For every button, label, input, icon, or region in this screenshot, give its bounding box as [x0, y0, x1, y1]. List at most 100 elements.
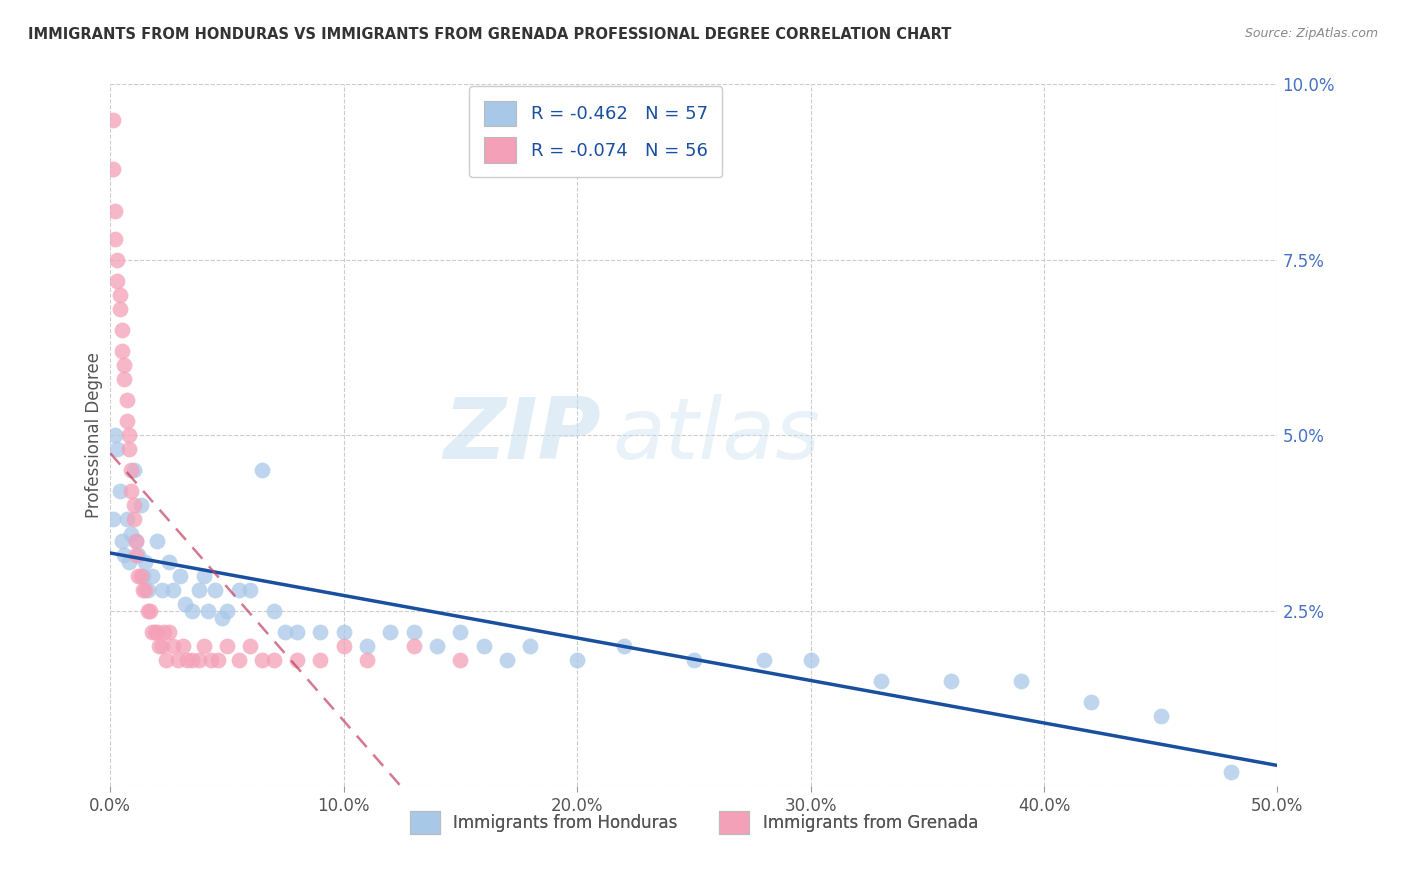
- Point: [285, 653, 308, 667]
- Point: [162, 582, 184, 597]
- Point: [519, 639, 541, 653]
- Point: [143, 624, 166, 639]
- Point: [111, 323, 134, 337]
- Y-axis label: Professional Degree: Professional Degree: [86, 352, 103, 518]
- Point: [115, 393, 138, 408]
- Point: [274, 624, 297, 639]
- Point: [127, 548, 149, 562]
- Point: [157, 555, 180, 569]
- Point: [127, 568, 149, 582]
- Point: [356, 653, 378, 667]
- Point: [449, 624, 471, 639]
- Point: [108, 288, 131, 302]
- Point: [101, 161, 124, 176]
- Point: [169, 568, 191, 582]
- Point: [181, 604, 204, 618]
- Point: [108, 301, 131, 316]
- Point: [250, 463, 273, 477]
- Point: [118, 555, 141, 569]
- Point: [228, 653, 250, 667]
- Point: [111, 533, 134, 548]
- Point: [332, 639, 354, 653]
- Text: atlas: atlas: [612, 393, 820, 477]
- Point: [122, 463, 145, 477]
- Point: [285, 624, 308, 639]
- Point: [188, 653, 211, 667]
- Point: [181, 653, 204, 667]
- Point: [167, 653, 190, 667]
- Point: [105, 252, 128, 267]
- Point: [193, 568, 215, 582]
- Point: [125, 548, 148, 562]
- Point: [129, 568, 152, 582]
- Point: [104, 428, 127, 442]
- Point: [204, 582, 226, 597]
- Point: [215, 639, 238, 653]
- Legend: Immigrants from Honduras, Immigrants from Grenada: Immigrants from Honduras, Immigrants fro…: [404, 804, 984, 841]
- Point: [139, 604, 162, 618]
- Point: [132, 568, 155, 582]
- Point: [105, 442, 128, 457]
- Point: [108, 484, 131, 499]
- Point: [207, 653, 229, 667]
- Point: [132, 582, 155, 597]
- Point: [176, 653, 198, 667]
- Point: [101, 512, 124, 526]
- Point: [449, 653, 471, 667]
- Point: [309, 653, 332, 667]
- Point: [150, 582, 173, 597]
- Point: [1150, 709, 1173, 723]
- Point: [136, 604, 159, 618]
- Point: [869, 673, 891, 688]
- Point: [112, 548, 135, 562]
- Point: [172, 639, 194, 653]
- Point: [193, 639, 215, 653]
- Point: [122, 499, 145, 513]
- Point: [174, 597, 197, 611]
- Text: Source: ZipAtlas.com: Source: ZipAtlas.com: [1244, 27, 1378, 40]
- Point: [104, 232, 127, 246]
- Point: [120, 526, 142, 541]
- Point: [155, 653, 177, 667]
- Point: [104, 203, 127, 218]
- Point: [211, 611, 233, 625]
- Point: [112, 358, 135, 372]
- Point: [402, 624, 425, 639]
- Point: [148, 639, 170, 653]
- Point: [120, 463, 142, 477]
- Point: [150, 639, 173, 653]
- Point: [426, 639, 449, 653]
- Point: [380, 624, 402, 639]
- Point: [309, 624, 332, 639]
- Point: [111, 344, 134, 359]
- Point: [112, 372, 135, 386]
- Point: [228, 582, 250, 597]
- Point: [101, 112, 124, 127]
- Point: [118, 442, 141, 457]
- Point: [239, 639, 262, 653]
- Point: [115, 512, 138, 526]
- Point: [197, 604, 219, 618]
- Point: [1080, 695, 1102, 709]
- Point: [153, 624, 176, 639]
- Point: [200, 653, 222, 667]
- Point: [162, 639, 184, 653]
- Point: [799, 653, 821, 667]
- Point: [134, 555, 156, 569]
- Text: ZIP: ZIP: [443, 393, 600, 477]
- Point: [402, 639, 425, 653]
- Point: [146, 624, 169, 639]
- Point: [122, 512, 145, 526]
- Point: [250, 653, 273, 667]
- Point: [125, 533, 148, 548]
- Point: [120, 484, 142, 499]
- Point: [141, 624, 163, 639]
- Point: [496, 653, 519, 667]
- Point: [105, 274, 128, 288]
- Point: [472, 639, 495, 653]
- Point: [1219, 765, 1241, 780]
- Point: [239, 582, 262, 597]
- Point: [752, 653, 775, 667]
- Point: [141, 568, 163, 582]
- Point: [1010, 673, 1032, 688]
